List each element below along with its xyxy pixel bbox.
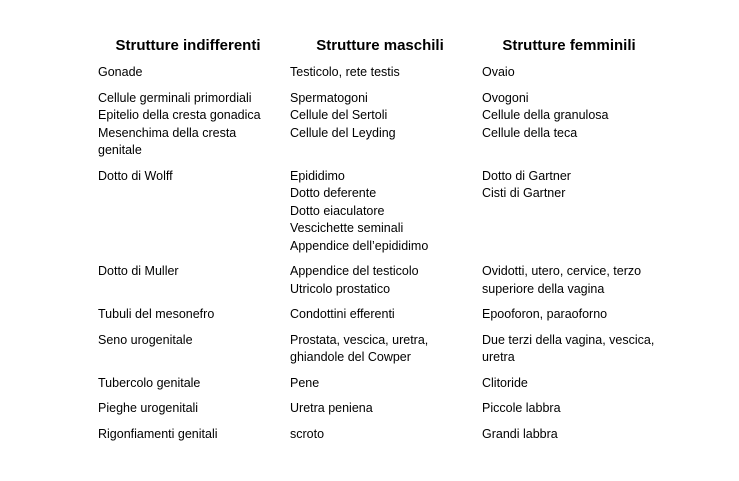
cell-maschili: Condottini efferenti xyxy=(284,306,476,332)
cell-line: Dotto di Muller xyxy=(98,264,179,278)
cell-line: Grandi labbra xyxy=(482,426,558,441)
cell-line: Utricolo prostatico xyxy=(290,281,391,296)
table-body: Gonade Testicolo, rete testis Ovaio Cellule… xyxy=(92,64,662,451)
cell-indifferenti: Gonade xyxy=(92,64,284,90)
cell-line: Vescichette seminali xyxy=(290,221,404,235)
cell-line: Ovaio xyxy=(482,65,515,79)
cell-line: Dotto di Gartner xyxy=(482,168,571,183)
cell-line: Clitoride xyxy=(482,375,528,390)
table-row: Cellule germinali primordiali Epitelio de… xyxy=(92,90,662,168)
cell-indifferenti: Rigonfiamenti genitali xyxy=(92,426,284,452)
cell-maschili: Pene xyxy=(284,375,476,401)
cell-line: Tubercolo genitale xyxy=(98,375,201,390)
cell-line: Condottini efferenti xyxy=(290,307,395,321)
header-femminili: Strutture femminili xyxy=(502,37,636,54)
cell-line: Appendice dell’epididimo xyxy=(290,238,429,253)
cell-line: Cellule del Leyding xyxy=(290,125,396,140)
cell-line: Tubuli del mesonefro xyxy=(98,307,215,321)
header-indifferenti: Strutture indifferenti xyxy=(115,37,261,54)
table-header-row: Strutture indifferenti Strutture maschil… xyxy=(92,36,662,64)
cell-line: scroto xyxy=(290,426,325,441)
table-row: Dotto di Muller Appendice del testicolo Ut… xyxy=(92,263,662,306)
cell-maschili: Appendice del testicolo Utricolo prostati… xyxy=(284,263,476,306)
cell-line: Testicolo, rete testis xyxy=(290,65,400,79)
cell-line: Gonade xyxy=(98,65,143,79)
table-row: Seno urogenitale Prostata, vescica, uretr… xyxy=(92,332,662,375)
cell-line: Epididimo xyxy=(290,168,345,183)
table-row: Tubercolo genitale Pene Clitoride xyxy=(92,375,662,401)
cell-line: Ovogoni xyxy=(482,90,529,105)
cell-line: Mesenchima della cresta genitale xyxy=(98,125,237,158)
cell-femminili: Ovogoni Cellule della granulosa Cellule de… xyxy=(476,90,662,168)
cell-maschili: Spermatogoni Cellule del Sertoli Cellule d… xyxy=(284,90,476,168)
cell-line: Cellule della teca xyxy=(482,125,578,140)
cell-femminili: Clitoride xyxy=(476,375,662,401)
cell-indifferenti: Tubercolo genitale xyxy=(92,375,284,401)
cell-line: Dotto deferente xyxy=(290,186,377,200)
cell-line: Dotto eiaculatore xyxy=(290,203,385,218)
table-row: Tubuli del mesonefro Condottini efferenti… xyxy=(92,306,662,332)
header-maschili: Strutture maschili xyxy=(316,37,444,54)
cell-indifferenti: Pieghe urogenitali xyxy=(92,400,284,426)
table-row: Pieghe urogenitali Uretra peniena Piccole … xyxy=(92,400,662,426)
cell-femminili: Ovaio xyxy=(476,64,662,90)
cell-line: Spermatogoni xyxy=(290,90,368,105)
cell-maschili: scroto xyxy=(284,426,476,452)
cell-line: Due terzi della vagina, vescica, uretra xyxy=(482,332,655,365)
cell-line: Cellule germinali primordiali xyxy=(98,90,252,105)
cell-line: Prostata, vescica, uretra, ghiandole del… xyxy=(290,332,429,365)
cell-line: Epooforon, paraoforno xyxy=(482,307,608,321)
cell-line: Epitelio della cresta gonadica xyxy=(98,108,261,122)
cell-maschili: Uretra peniena xyxy=(284,400,476,426)
table-row: Dotto di Wolff Epididimo Dotto deferente Do… xyxy=(92,168,662,264)
cell-line: Pene xyxy=(290,375,320,390)
cell-line: Cellule della granulosa xyxy=(482,108,609,122)
cell-maschili: Epididimo Dotto deferente Dotto eiaculator… xyxy=(284,168,476,264)
cell-line: Rigonfiamenti genitali xyxy=(98,426,218,441)
cell-line: Dotto di Wolff xyxy=(98,168,173,183)
cell-line: Uretra peniena xyxy=(290,401,373,415)
cell-indifferenti: Seno urogenitale xyxy=(92,332,284,375)
cell-femminili: Grandi labbra xyxy=(476,426,662,452)
cell-femminili: Ovidotti, utero, cervice, terzo superior… xyxy=(476,263,662,306)
cell-indifferenti: Dotto di Muller xyxy=(92,263,284,306)
cell-maschili: Prostata, vescica, uretra, ghiandole del… xyxy=(284,332,476,375)
cell-line: Cellule del Sertoli xyxy=(290,108,388,122)
cell-line: Pieghe urogenitali xyxy=(98,401,199,415)
structures-table: Strutture indifferenti Strutture maschil… xyxy=(92,36,662,451)
table-row: Gonade Testicolo, rete testis Ovaio xyxy=(92,64,662,90)
cell-maschili: Testicolo, rete testis xyxy=(284,64,476,90)
table-row: Rigonfiamenti genitali scroto Grandi labbr… xyxy=(92,426,662,452)
cell-indifferenti: Dotto di Wolff xyxy=(92,168,284,264)
cell-line: Appendice del testicolo xyxy=(290,264,419,278)
cell-femminili: Due terzi della vagina, vescica, uretra xyxy=(476,332,662,375)
cell-line: Cisti di Gartner xyxy=(482,186,566,200)
cell-indifferenti: Tubuli del mesonefro xyxy=(92,306,284,332)
cell-femminili: Piccole labbra xyxy=(476,400,662,426)
cell-line: Piccole labbra xyxy=(482,401,561,415)
cell-femminili: Epooforon, paraoforno xyxy=(476,306,662,332)
cell-indifferenti: Cellule germinali primordiali Epitelio de… xyxy=(92,90,284,168)
cell-femminili: Dotto di Gartner Cisti di Gartner xyxy=(476,168,662,264)
cell-line: Seno urogenitale xyxy=(98,332,193,347)
cell-line: Ovidotti, utero, cervice, terzo superior… xyxy=(482,264,642,296)
